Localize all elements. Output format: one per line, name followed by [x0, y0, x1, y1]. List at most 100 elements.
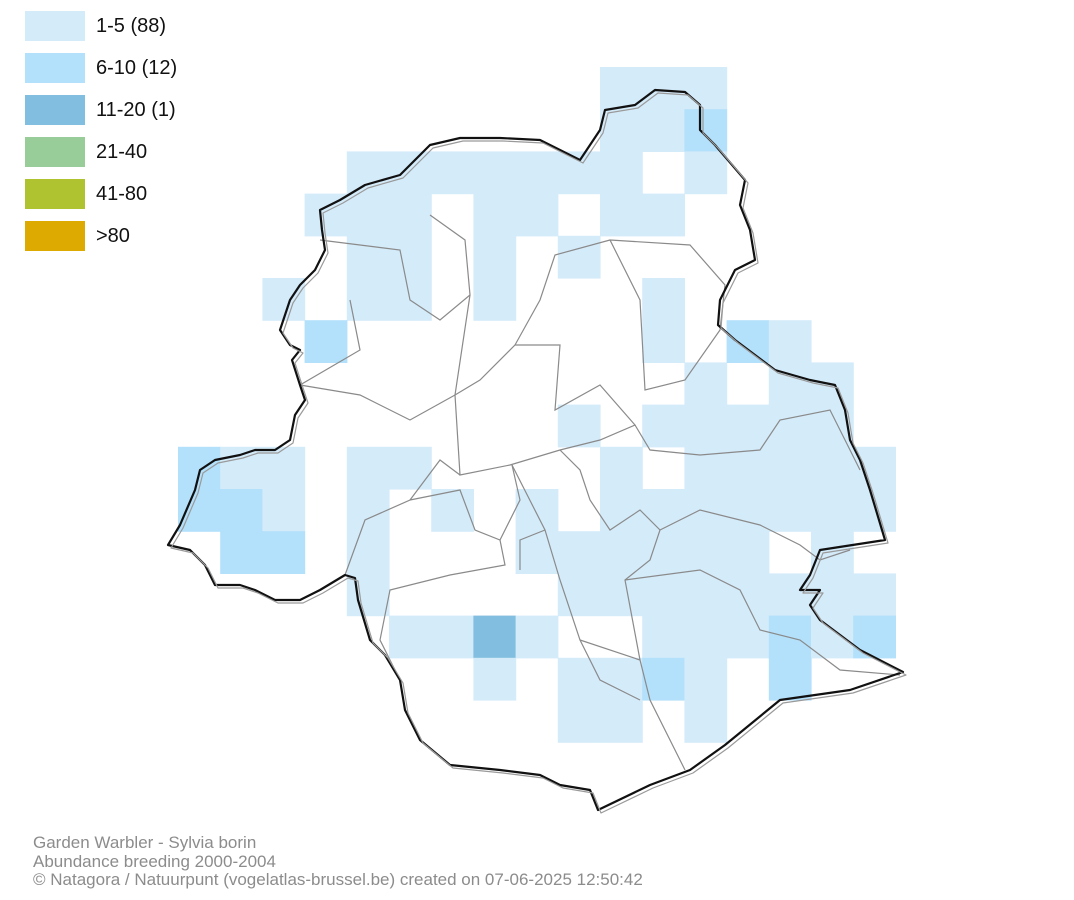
abundance-cell [684, 531, 728, 574]
abundance-cell [726, 404, 770, 448]
abundance-cell [726, 320, 770, 363]
abundance-cell [726, 531, 770, 574]
legend-swatch [25, 179, 85, 209]
commune-boundary [319, 214, 471, 321]
abundance-cell [600, 151, 643, 195]
abundance-cell [853, 573, 896, 617]
abundance-cell [726, 489, 770, 532]
abundance-cell [642, 193, 685, 237]
abundance-cell [557, 657, 601, 701]
abundance-cell [768, 573, 812, 617]
abundance-cell [600, 657, 643, 701]
abundance-cell [600, 193, 643, 237]
commune-boundary [379, 539, 506, 681]
abundance-cell [811, 615, 854, 659]
abundance-cell [346, 278, 390, 321]
abundance-grid [178, 67, 896, 743]
abundance-cell [262, 531, 306, 574]
map-footer: Garden Warbler - Sylvia borin Abundance … [33, 833, 643, 890]
commune-boundary [559, 449, 661, 661]
legend-swatch [25, 95, 85, 125]
legend-item: 11-20 (1) [25, 89, 177, 131]
commune-boundary [624, 569, 901, 676]
abundance-cell [515, 193, 559, 237]
abundance-cell [515, 615, 559, 659]
abundance-cell [684, 489, 728, 532]
commune-boundary [634, 409, 861, 471]
legend-item: 21-40 [25, 131, 177, 173]
abundance-cell [389, 151, 432, 195]
commune-boundary [299, 384, 456, 421]
legend-item: 6-10 (12) [25, 47, 177, 89]
legend-swatch [25, 221, 85, 251]
abundance-cell [642, 109, 685, 152]
legend-label: 6-10 (12) [96, 56, 178, 79]
abundance-cell [768, 404, 812, 448]
abundance-cell [557, 151, 601, 195]
abundance-cell [473, 657, 517, 701]
legend-label: 11-20 (1) [96, 98, 176, 121]
credit-line: © Natagora / Natuurpunt (vogelatlas-brus… [33, 870, 643, 889]
abundance-cell [473, 193, 517, 237]
commune-boundary [659, 509, 851, 561]
abundance-cell [389, 235, 432, 279]
abundance-cell [684, 362, 728, 406]
abundance-cell [473, 615, 517, 659]
region-boundary-shadow [170, 92, 907, 814]
abundance-cell [557, 531, 601, 574]
abundance-cell [642, 489, 685, 532]
abundance-cell [346, 151, 390, 195]
commune-boundary [514, 239, 726, 391]
commune-boundary [519, 529, 546, 570]
abundance-cell [346, 235, 390, 279]
abundance-cell [431, 615, 474, 659]
abundance-cell [557, 235, 601, 279]
abundance-cell [853, 446, 896, 490]
abundance-cell [557, 573, 601, 617]
commune-boundary [579, 639, 641, 701]
abundance-cell [346, 193, 390, 237]
abundance-cell [600, 573, 643, 617]
abundance-cell [811, 446, 854, 490]
abundance-cell [346, 446, 390, 490]
abundance-cell [811, 573, 854, 617]
abundance-cell [600, 700, 643, 743]
legend-swatch [25, 53, 85, 83]
legend-item: 41-80 [25, 173, 177, 215]
abundance-cell [642, 615, 685, 659]
abundance-cell [557, 700, 601, 743]
abundance-cell [389, 615, 432, 659]
abundance-cell [684, 109, 728, 152]
abundance-cell [220, 531, 263, 574]
abundance-cell [684, 615, 728, 659]
abundance-cell [346, 489, 390, 532]
map-subtitle: Abundance breeding 2000-2004 [33, 851, 276, 871]
legend-label: 41-80 [96, 182, 148, 205]
abundance-cell [431, 489, 474, 532]
legend-item: >80 [25, 215, 177, 257]
abundance-cell [811, 489, 854, 532]
abundance-cell [684, 657, 728, 701]
abundance-cell [768, 489, 812, 532]
abundance-cell [262, 278, 306, 321]
legend-swatch [25, 137, 85, 167]
abundance-cell [600, 446, 643, 490]
abundance-cell [642, 67, 685, 110]
abundance-cell [389, 193, 432, 237]
abundance-cell [473, 235, 517, 279]
abundance-cell [600, 531, 643, 574]
abundance-cell [642, 531, 685, 574]
abundance-cell [642, 573, 685, 617]
abundance-cell [726, 615, 770, 659]
abundance-cell [515, 151, 559, 195]
abundance-cell [473, 278, 517, 321]
commune-boundary [409, 464, 521, 541]
abundance-cell [768, 657, 812, 701]
abundance-cell [642, 278, 685, 321]
abundance-cell [642, 404, 685, 448]
abundance-cell [642, 320, 685, 363]
abundance-cell [473, 151, 517, 195]
abundance-cell [346, 573, 390, 617]
abundance-cell [768, 446, 812, 490]
legend-swatch [25, 11, 85, 41]
